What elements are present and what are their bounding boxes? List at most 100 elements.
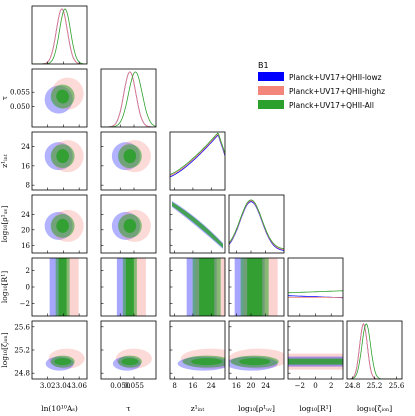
x-tick-label: 3.02: [40, 382, 56, 390]
y-tick-label: 2: [26, 267, 30, 275]
x-tick-label: 25.6: [389, 382, 405, 390]
panel-5-2: 8 16 24: [169, 320, 226, 390]
contour-green: [172, 202, 223, 248]
panel-5-5: 24.8 25.2 25.6: [345, 320, 405, 390]
panel-frame: [287, 257, 344, 317]
x-axis-label-2: z¹ᵢₙₜ: [191, 404, 205, 413]
marginal-curve-2: [101, 71, 156, 127]
x-axis-label-5: log₁₀[ζ̇ᵢₒₙ]: [357, 404, 392, 413]
panel-frame: [287, 320, 344, 380]
y-tick-label: 25.2: [14, 347, 30, 355]
y-tick-label: 16: [21, 242, 30, 250]
contour-green-inner: [247, 258, 263, 316]
panel-4-4: [287, 257, 344, 317]
contour-green-inner: [56, 149, 69, 164]
y-tick-label: 0.055: [10, 89, 30, 97]
x-tick-label: 0: [313, 382, 317, 390]
panel-3-3: [228, 194, 285, 254]
legend-swatch-all: [258, 100, 284, 109]
marginal-curve-0: [101, 71, 156, 127]
panel-2-1: [100, 131, 157, 191]
contour-green-inner: [199, 258, 215, 316]
panel-frame: [100, 131, 157, 191]
y-axis-label-5: log₁₀[ζ̇ᵢₒₙ]: [0, 332, 9, 367]
panel-1-0: 0.050 0.055: [10, 68, 88, 128]
panel-frame: [31, 131, 88, 191]
y-tick-label: 16: [21, 162, 30, 170]
marginal-curve-2: [229, 199, 284, 250]
x-tick-label: 16: [188, 382, 197, 390]
x-tick-label: 0.050: [110, 382, 130, 390]
x-tick-label: 16: [232, 382, 241, 390]
marginal-curve-1: [101, 71, 156, 127]
panel-4-0: −2 0 2: [20, 257, 88, 317]
y-tick-label: 8: [26, 182, 30, 190]
x-tick-label: 20: [247, 382, 256, 390]
panel-1-1: [100, 68, 157, 128]
panel-frame: [31, 194, 88, 254]
marginal-curve-2: [32, 8, 87, 64]
panel-frame: [100, 68, 157, 128]
panel-frame: [228, 194, 285, 254]
panel-frame: [100, 194, 157, 254]
contour-green-inner: [239, 358, 271, 366]
marginal-curve-0: [170, 134, 225, 178]
panel-4-2: [169, 257, 226, 317]
y-tick-label: 20: [21, 226, 30, 234]
contour-green-inner: [56, 89, 70, 104]
marginal-curve-1: [32, 8, 87, 64]
marginal-curve-2: [170, 132, 225, 175]
legend-label-lowz: Planck+UV17+QHII-lowz: [289, 73, 382, 82]
y-axis-label-4: log₁₀[R¹]: [0, 271, 9, 303]
x-tick-label: 3.04: [56, 382, 72, 390]
panel-frame: [31, 5, 88, 65]
panel-2-2: [169, 131, 226, 191]
panel-5-3: 16 20 24: [228, 320, 285, 390]
y-tick-label: 24.8: [14, 370, 30, 378]
x-tick-label: 24.8: [345, 382, 361, 390]
legend-title: B1: [258, 61, 269, 70]
x-tick-label: 24: [261, 382, 270, 390]
contour-green-inner: [191, 358, 223, 366]
legend-label-highz: Planck+UV17+QHII-highz: [289, 87, 385, 96]
y-tick-label: 0: [26, 284, 30, 292]
panel-frame: [169, 131, 226, 191]
panel-0-0: [31, 5, 88, 65]
y-tick-label: 24: [21, 211, 30, 219]
x-tick-label: −2: [295, 382, 305, 390]
contour-green: [288, 358, 343, 365]
marginal-curve-1: [170, 133, 225, 176]
x-tick-label: 3.06: [71, 382, 87, 390]
panel-3-0: 16 20 24: [21, 194, 88, 254]
x-tick-label: 0.055: [124, 382, 144, 390]
contour-green-inner: [123, 218, 137, 233]
x-tick-label: 25.2: [367, 382, 383, 390]
panel-frame: [31, 68, 88, 128]
contour-green-inner: [56, 218, 69, 233]
legend-label-all: Planck+UV17+QHII-All: [289, 101, 374, 110]
x-axis-label-0: ln(10¹⁰Aₛ): [41, 404, 78, 413]
y-tick-label: 25.6: [14, 323, 30, 331]
x-axis-label-4: log₁₀[R¹]: [299, 404, 331, 413]
y-tick-label: 0.050: [10, 103, 30, 111]
contour-green-inner: [58, 258, 67, 316]
contour-green-inner: [125, 258, 134, 316]
y-axis-label-2: z¹ᵢₙₜ: [0, 154, 9, 168]
x-tick-label: 8: [172, 382, 176, 390]
contour-green-inner: [54, 358, 72, 366]
panel-5-4: −2 0 2: [287, 320, 344, 390]
y-tick-label: −2: [20, 300, 30, 308]
legend: B1 Planck+UV17+QHII-lowz Planck+UV17+QHI…: [258, 61, 385, 110]
panel-4-1: [100, 257, 157, 317]
y-axis-label-3: log₁₀[ρ¹ᵤᵥ]: [0, 206, 9, 243]
x-tick-label: 2: [329, 382, 333, 390]
contour-green-inner: [123, 149, 137, 164]
x-tick-label: 24: [207, 382, 216, 390]
marginal-curve-2: [347, 323, 402, 379]
legend-swatch-highz: [258, 86, 284, 95]
marginal-curve-2: [288, 290, 343, 294]
panel-4-3: [228, 257, 285, 317]
